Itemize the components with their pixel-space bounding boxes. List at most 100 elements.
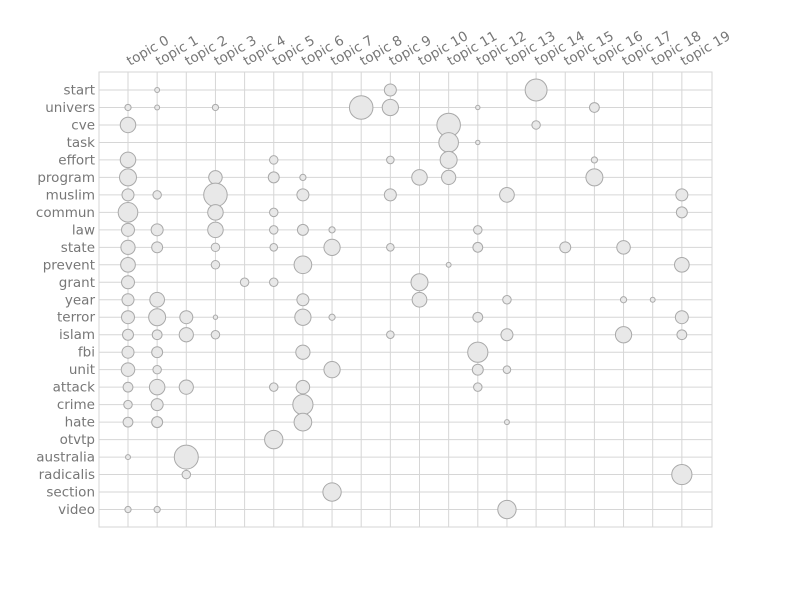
bubble-point [209, 171, 223, 185]
bubble-point [149, 379, 165, 395]
bubble-point [122, 294, 134, 306]
bubble-point [476, 105, 480, 109]
bubble-point [120, 117, 136, 132]
bubble-point [505, 420, 510, 425]
bubble-point [270, 226, 278, 234]
bubble-point [120, 152, 136, 168]
bubble-point [211, 243, 219, 251]
bubble-point [212, 104, 218, 110]
bubble-point [387, 244, 395, 252]
bubble-point [620, 297, 626, 303]
bubble-point [155, 88, 160, 93]
bubble-point [174, 445, 198, 469]
bubble-point [179, 328, 193, 342]
bubble-point [211, 330, 219, 338]
bubble-point [324, 362, 340, 378]
bubble-point [560, 242, 571, 253]
bubble-point [297, 294, 309, 306]
bubble-point [208, 205, 224, 221]
bubble-point [118, 203, 138, 223]
bubble-point [503, 366, 511, 374]
bubble-point [204, 183, 228, 207]
bubble-point [155, 105, 160, 110]
bubble-point [412, 292, 427, 307]
bubble-point [615, 327, 631, 343]
bubble-point [297, 189, 309, 201]
bubble-point [153, 191, 161, 199]
bubble-point [468, 342, 488, 362]
bubble-point [590, 103, 600, 113]
y-tick-label: australia [36, 450, 95, 466]
y-tick-label: muslim [46, 187, 95, 203]
bubble-point [154, 506, 160, 512]
bubble-point [153, 365, 161, 373]
bubble-point [591, 157, 597, 163]
bubble-point [617, 241, 631, 255]
y-tick-label: start [64, 83, 95, 99]
bubble-point [125, 506, 131, 512]
bubble-point [474, 383, 482, 391]
bubble-point [121, 257, 136, 272]
bubble-point [149, 309, 166, 326]
y-tick-label: cve [71, 117, 95, 133]
bubble-point [323, 483, 341, 501]
bubble-point [296, 380, 310, 394]
bubble-point [324, 239, 340, 255]
bubble-point [265, 430, 283, 448]
y-tick-label: univers [45, 100, 95, 116]
bubble-point [476, 140, 480, 144]
bubble-point [151, 224, 163, 236]
bubble-point [121, 240, 135, 254]
y-tick-label: attack [53, 380, 96, 396]
bubble-point [295, 309, 311, 325]
bubble-point [474, 226, 482, 234]
bubble-point [270, 244, 278, 252]
bubble-point [672, 464, 692, 484]
bubble-point [387, 331, 395, 339]
bubble-point [349, 96, 373, 120]
x-tick-labels: topic 0topic 1topic 2topic 3topic 4topic… [124, 28, 733, 69]
bubble-point [270, 383, 278, 391]
y-tick-label: effort [58, 152, 95, 168]
bubble-point [296, 345, 310, 359]
bubble-point [677, 330, 687, 340]
y-tick-label: commun [36, 205, 95, 221]
bubble-point [150, 292, 165, 307]
bubble-point [270, 208, 278, 216]
bubble-point [384, 189, 396, 201]
y-tick-label: crime [57, 397, 95, 413]
bubble-point [446, 262, 451, 267]
bubble-point [152, 347, 163, 358]
bubble-point [439, 133, 459, 153]
bubble-point [121, 363, 135, 377]
y-tick-label: year [65, 292, 96, 308]
y-tick-label: section [46, 485, 95, 501]
bubble-point [208, 222, 224, 238]
bubble-point [473, 242, 483, 252]
bubble-point [122, 311, 135, 324]
bubble-point [297, 224, 308, 235]
y-tick-label: video [58, 502, 95, 518]
bubble-point [442, 170, 456, 184]
bubble-point [675, 311, 688, 324]
bubble-point [180, 311, 193, 324]
bubble-point [240, 278, 248, 286]
bubble-point [122, 223, 135, 236]
bubble-point [440, 151, 457, 168]
bubble-point [586, 169, 603, 186]
y-tick-label: task [67, 135, 96, 151]
bubble-point [123, 417, 133, 427]
bubble-point [122, 346, 134, 358]
bubble-point [293, 395, 313, 415]
bubble-point [123, 382, 133, 392]
y-tick-label: otvtp [60, 432, 95, 448]
y-tick-label: terror [57, 310, 95, 326]
bubble-point [152, 330, 162, 340]
bubble-point [270, 156, 278, 164]
bubble-point [182, 470, 190, 478]
bubble-point [151, 399, 163, 411]
bubble-point [294, 413, 312, 431]
y-tick-label: prevent [43, 257, 95, 273]
